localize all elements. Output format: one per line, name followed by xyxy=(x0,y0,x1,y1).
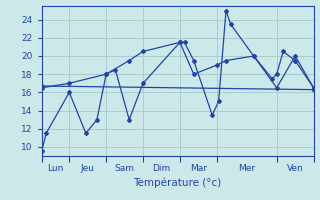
Text: Mer: Mer xyxy=(238,164,255,173)
Text: Jeu: Jeu xyxy=(81,164,95,173)
Text: Dim: Dim xyxy=(152,164,171,173)
Text: Mar: Mar xyxy=(190,164,207,173)
Text: Ven: Ven xyxy=(287,164,304,173)
Text: Lun: Lun xyxy=(47,164,64,173)
X-axis label: Température (°c): Température (°c) xyxy=(133,178,222,188)
Text: Sam: Sam xyxy=(115,164,135,173)
